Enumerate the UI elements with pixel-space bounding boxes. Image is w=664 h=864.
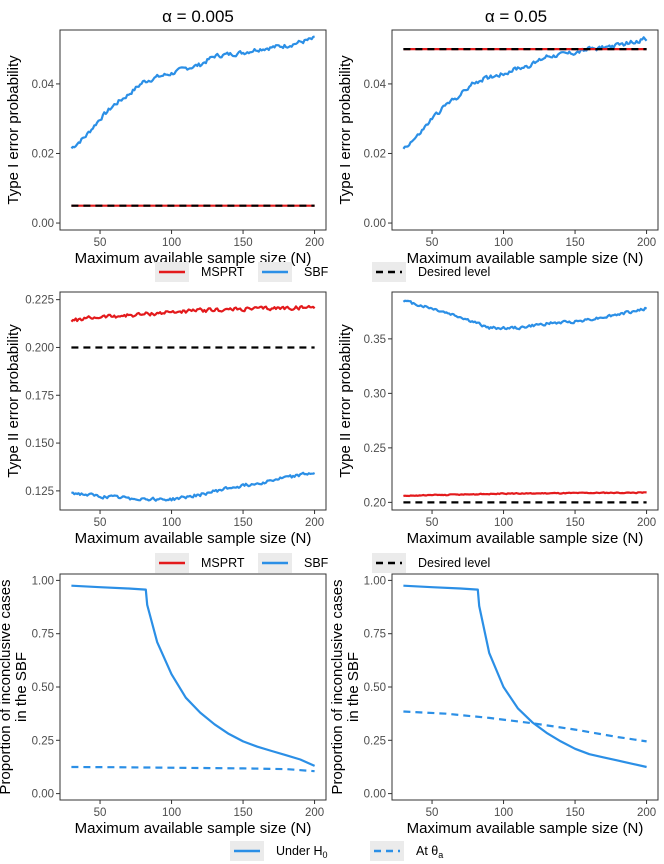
y-tick-label: 0.02: [364, 148, 386, 160]
series-line-at-a: [71, 765, 315, 773]
series-line-under-h0: [71, 584, 316, 767]
x-tick-label: 150: [233, 807, 252, 819]
x-tick-label: 150: [565, 807, 584, 819]
y-tick-label: 0.04: [32, 79, 55, 91]
column-title-left: α = 0.005: [162, 7, 234, 26]
x-tick-label: 100: [494, 237, 513, 249]
column-title-right: α = 0.05: [485, 7, 547, 26]
x-tick-label: 150: [233, 237, 252, 249]
x-axis-label: Maximum available sample size (N): [407, 530, 644, 547]
y-axis-label: Type II error probability: [337, 324, 354, 478]
legend-label: Desired level: [418, 265, 490, 279]
x-tick-label: 50: [426, 807, 439, 819]
y-tick-label: 0.175: [25, 390, 54, 402]
panel-border: [391, 291, 659, 511]
x-tick-label: 150: [565, 517, 584, 529]
legend-row-3: Under H0 At θa: [230, 841, 443, 861]
x-tick-label: 50: [94, 517, 107, 529]
legend-label: Desired level: [418, 556, 490, 570]
x-tick-label: 100: [162, 237, 181, 249]
y-tick-label: 0.35: [364, 334, 386, 346]
y-tick-label: 0.75: [32, 629, 54, 641]
x-tick-label: 150: [565, 237, 584, 249]
y-tick-label: 0.150: [25, 438, 54, 450]
series-line-sbf: [402, 299, 648, 331]
x-axis-label: Maximum available sample size (N): [75, 530, 312, 547]
panel-border: [391, 29, 659, 231]
y-tick-label: 0.00: [364, 789, 386, 801]
y-tick-label: 0.200: [25, 342, 54, 354]
legend-label: SBF: [304, 556, 329, 570]
x-tick-label: 100: [162, 517, 181, 529]
y-axis-label: Type I error probability: [5, 55, 22, 205]
y-tick-label: 0.50: [32, 682, 54, 694]
series-line-sbf: [402, 36, 648, 150]
series-line-msprt: [70, 304, 316, 323]
x-tick-label: 200: [637, 807, 656, 819]
x-tick-label: 200: [305, 807, 324, 819]
x-tick-label: 50: [94, 807, 107, 819]
y-tick-label: 0.00: [364, 218, 386, 230]
y-tick-label: 0.04: [364, 79, 387, 91]
y-axis-label: Type II error probability: [5, 324, 22, 478]
x-tick-label: 100: [162, 807, 181, 819]
legend-row-1: MSPRT SBF Desired level: [155, 262, 490, 282]
y-tick-label: 0.75: [364, 629, 386, 641]
y-tick-label: 0.20: [364, 497, 386, 509]
legend-row-2: MSPRT SBF Desired level: [155, 553, 490, 573]
panel-border: [59, 29, 327, 231]
panel-border: [59, 291, 327, 511]
legend-label: Under H0: [276, 844, 328, 860]
y-tick-label: 0.25: [32, 735, 54, 747]
panel-border: [391, 573, 659, 801]
series-line-at-a: [403, 710, 647, 743]
x-tick-label: 50: [426, 517, 439, 529]
panel-border: [59, 573, 327, 801]
series-line-sbf: [71, 471, 316, 502]
y-tick-label: 1.00: [364, 575, 386, 587]
y-tick-label: 1.00: [32, 575, 54, 587]
y-axis-label: Proportion of inconclusive casesin the S…: [0, 579, 30, 794]
legend-label: At θa: [416, 844, 443, 860]
y-tick-label: 0.02: [32, 148, 54, 160]
x-tick-label: 50: [426, 237, 439, 249]
x-tick-label: 50: [94, 237, 107, 249]
legend-label: SBF: [304, 265, 329, 279]
y-tick-label: 0.225: [25, 295, 54, 307]
x-tick-label: 200: [305, 237, 324, 249]
series-line-msprt: [403, 491, 647, 498]
y-tick-label: 0.50: [364, 682, 386, 694]
series-line-sbf: [70, 35, 316, 150]
x-tick-label: 200: [637, 517, 656, 529]
y-tick-label: 0.30: [364, 388, 386, 400]
x-tick-label: 100: [494, 517, 513, 529]
panel-r2c1: 0.125 0.150 0.175 0.200 0.225 50 100 150 200Maxi…: [5, 291, 327, 547]
x-axis-label: Maximum available sample size (N): [407, 820, 644, 837]
y-axis-label: Proportion of inconclusive casesin the S…: [329, 579, 362, 794]
y-tick-label: 0.00: [32, 789, 54, 801]
x-axis-label: Maximum available sample size (N): [407, 250, 644, 267]
x-tick-label: 150: [233, 517, 252, 529]
x-axis-label: Maximum available sample size (N): [75, 250, 312, 267]
legend-label: MSPRT: [201, 265, 245, 279]
y-tick-label: 0.25: [364, 735, 386, 747]
y-axis-label: Type I error probability: [337, 55, 354, 205]
legend-label: MSPRT: [201, 556, 245, 570]
x-axis-label: Maximum available sample size (N): [75, 820, 312, 837]
y-tick-label: 0.00: [32, 218, 54, 230]
x-tick-label: 100: [494, 807, 513, 819]
series-line-under-h0: [403, 584, 647, 769]
x-tick-label: 200: [637, 237, 656, 249]
y-tick-label: 0.25: [364, 443, 386, 455]
y-tick-label: 0.125: [25, 486, 54, 498]
x-tick-label: 200: [305, 517, 324, 529]
